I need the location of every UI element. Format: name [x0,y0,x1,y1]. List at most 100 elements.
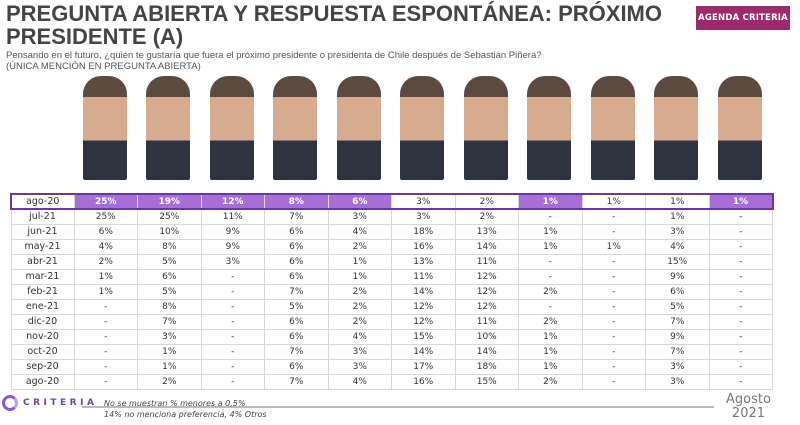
table-cell: - [708,313,773,330]
table-cell: 25% [73,208,138,225]
table-cell: 2% [137,373,202,390]
table-cell: 10% [454,328,519,345]
table-cell: 9% [200,238,265,255]
table-cell: 3% [645,223,710,240]
candidate-portrait [146,76,191,180]
table-cell: 5% [645,298,710,315]
table-cell: 6% [73,223,138,240]
table-cell: 3% [327,358,392,375]
table-cell: 14% [454,238,519,255]
table-cell: 18% [454,358,519,375]
table-cell: - [73,373,138,390]
table-row: jun-21 6% 10% 9% 6% 4% 18% 13% 1% -3% - [10,223,773,240]
table-cell: 6% [264,253,329,270]
table-cell: 12% [391,298,456,315]
table-cell: 7% [264,208,329,225]
table-cell: 6% [327,193,392,210]
table-row: ago-20 25% 19% 12% 8% 6% 3% 2% 1% 1% 1% 1% [10,193,774,210]
table-cell: 15% [391,328,456,345]
table-row: sep-20-1% -6% 3% 17% 18% 1% -3% - [10,358,773,375]
candidate-photo [454,72,518,180]
table-cell: 14% [391,343,456,360]
table-cell: - [708,238,773,255]
table-cell: - [581,298,646,315]
table-cell: - [581,343,646,360]
date-year: 2021 [731,406,766,421]
table-cell: 9% [200,223,265,240]
table-cell: 11% [200,208,265,225]
table-cell: 1% [581,238,646,255]
table-cell: - [581,268,646,285]
table-cell: 4% [73,238,138,255]
table-cell: - [581,358,646,375]
candidate-photo [391,72,455,180]
row-label: dic-20 [10,313,75,330]
table-cell: 11% [454,253,519,270]
table-cell: 4% [327,223,392,240]
row-label: nov-20 [10,328,75,345]
table-cell: 9% [645,268,710,285]
table-cell: 6% [137,268,202,285]
table-cell: - [200,343,265,360]
table-row: feb-21 1% 5% -7% 2% 14% 12% 2% -6% - [10,283,773,300]
candidate-photo [645,72,709,180]
table-cell: 7% [137,313,202,330]
candidate-portrait [717,76,762,180]
table-cell: 15% [645,253,710,270]
candidate-photo [200,72,264,180]
table-cell: - [708,268,773,285]
candidate-photo [518,72,582,180]
footer-notes: No se muestran % menores a 0,5% 14% no m… [104,398,267,420]
table-cell: 2% [454,193,519,210]
row-label: jul-21 [10,208,75,225]
row-label: sep-20 [10,358,75,375]
candidate-portrait [400,76,445,180]
table-cell: 25% [137,208,202,225]
table-cell: 1% [581,193,646,210]
table-cell: 1% [73,268,138,285]
candidate-photo [708,72,772,180]
table-cell: 2% [518,313,583,330]
table-cell: 5% [264,298,329,315]
table-cell: 2% [327,313,392,330]
table-cell: 1% [518,358,583,375]
table-cell: 8% [137,298,202,315]
row-label: ene-21 [10,298,75,315]
table-cell: 7% [264,343,329,360]
table-row: ene-21-8% -5% 2% 12% 12% - -5% - [10,298,773,315]
table-cell: 6% [264,223,329,240]
table-cell: 5% [137,283,202,300]
table-row: dic-20-7% -6% 2% 12% 11% 2% -7% - [10,313,773,330]
table-cell: 1% [327,268,392,285]
table-cell: 11% [391,268,456,285]
table-cell: 5% [137,253,202,270]
table-cell: - [581,373,646,390]
note-threshold: No se muestran % menores a 0,5% [104,399,246,408]
row-label: ago-20 [10,373,75,390]
table-cell: 1% [708,193,774,210]
table-cell: - [708,253,773,270]
table-cell: 8% [264,193,329,210]
table-row: abr-21 2% 5% 3% 6% 1% 13% 11% - -15% - [10,253,773,270]
table-cell: 2% [327,298,392,315]
candidate-portrait [590,76,635,180]
table-cell: 15% [454,373,519,390]
table-cell: 7% [264,373,329,390]
table-cell: 2% [73,253,138,270]
table-cell: 12% [200,193,265,210]
table-cell: - [708,208,773,225]
table-cell: - [708,358,773,375]
table-cell: 14% [391,283,456,300]
table-cell: 1% [518,193,583,210]
row-label: may-21 [10,238,75,255]
table-row: jul-21 25% 25% 11% 7% 3% 3% 2% - -1% - [10,208,773,225]
table-cell: - [581,223,646,240]
note-others: 14% no menciona preferencia, 4% Otros [104,410,267,419]
table-cell: 13% [391,253,456,270]
table-cell: 6% [264,268,329,285]
table-cell: - [200,358,265,375]
table-cell: 12% [454,283,519,300]
table-cell: - [708,343,773,360]
table-cell: 12% [391,313,456,330]
table-cell: 1% [73,283,138,300]
